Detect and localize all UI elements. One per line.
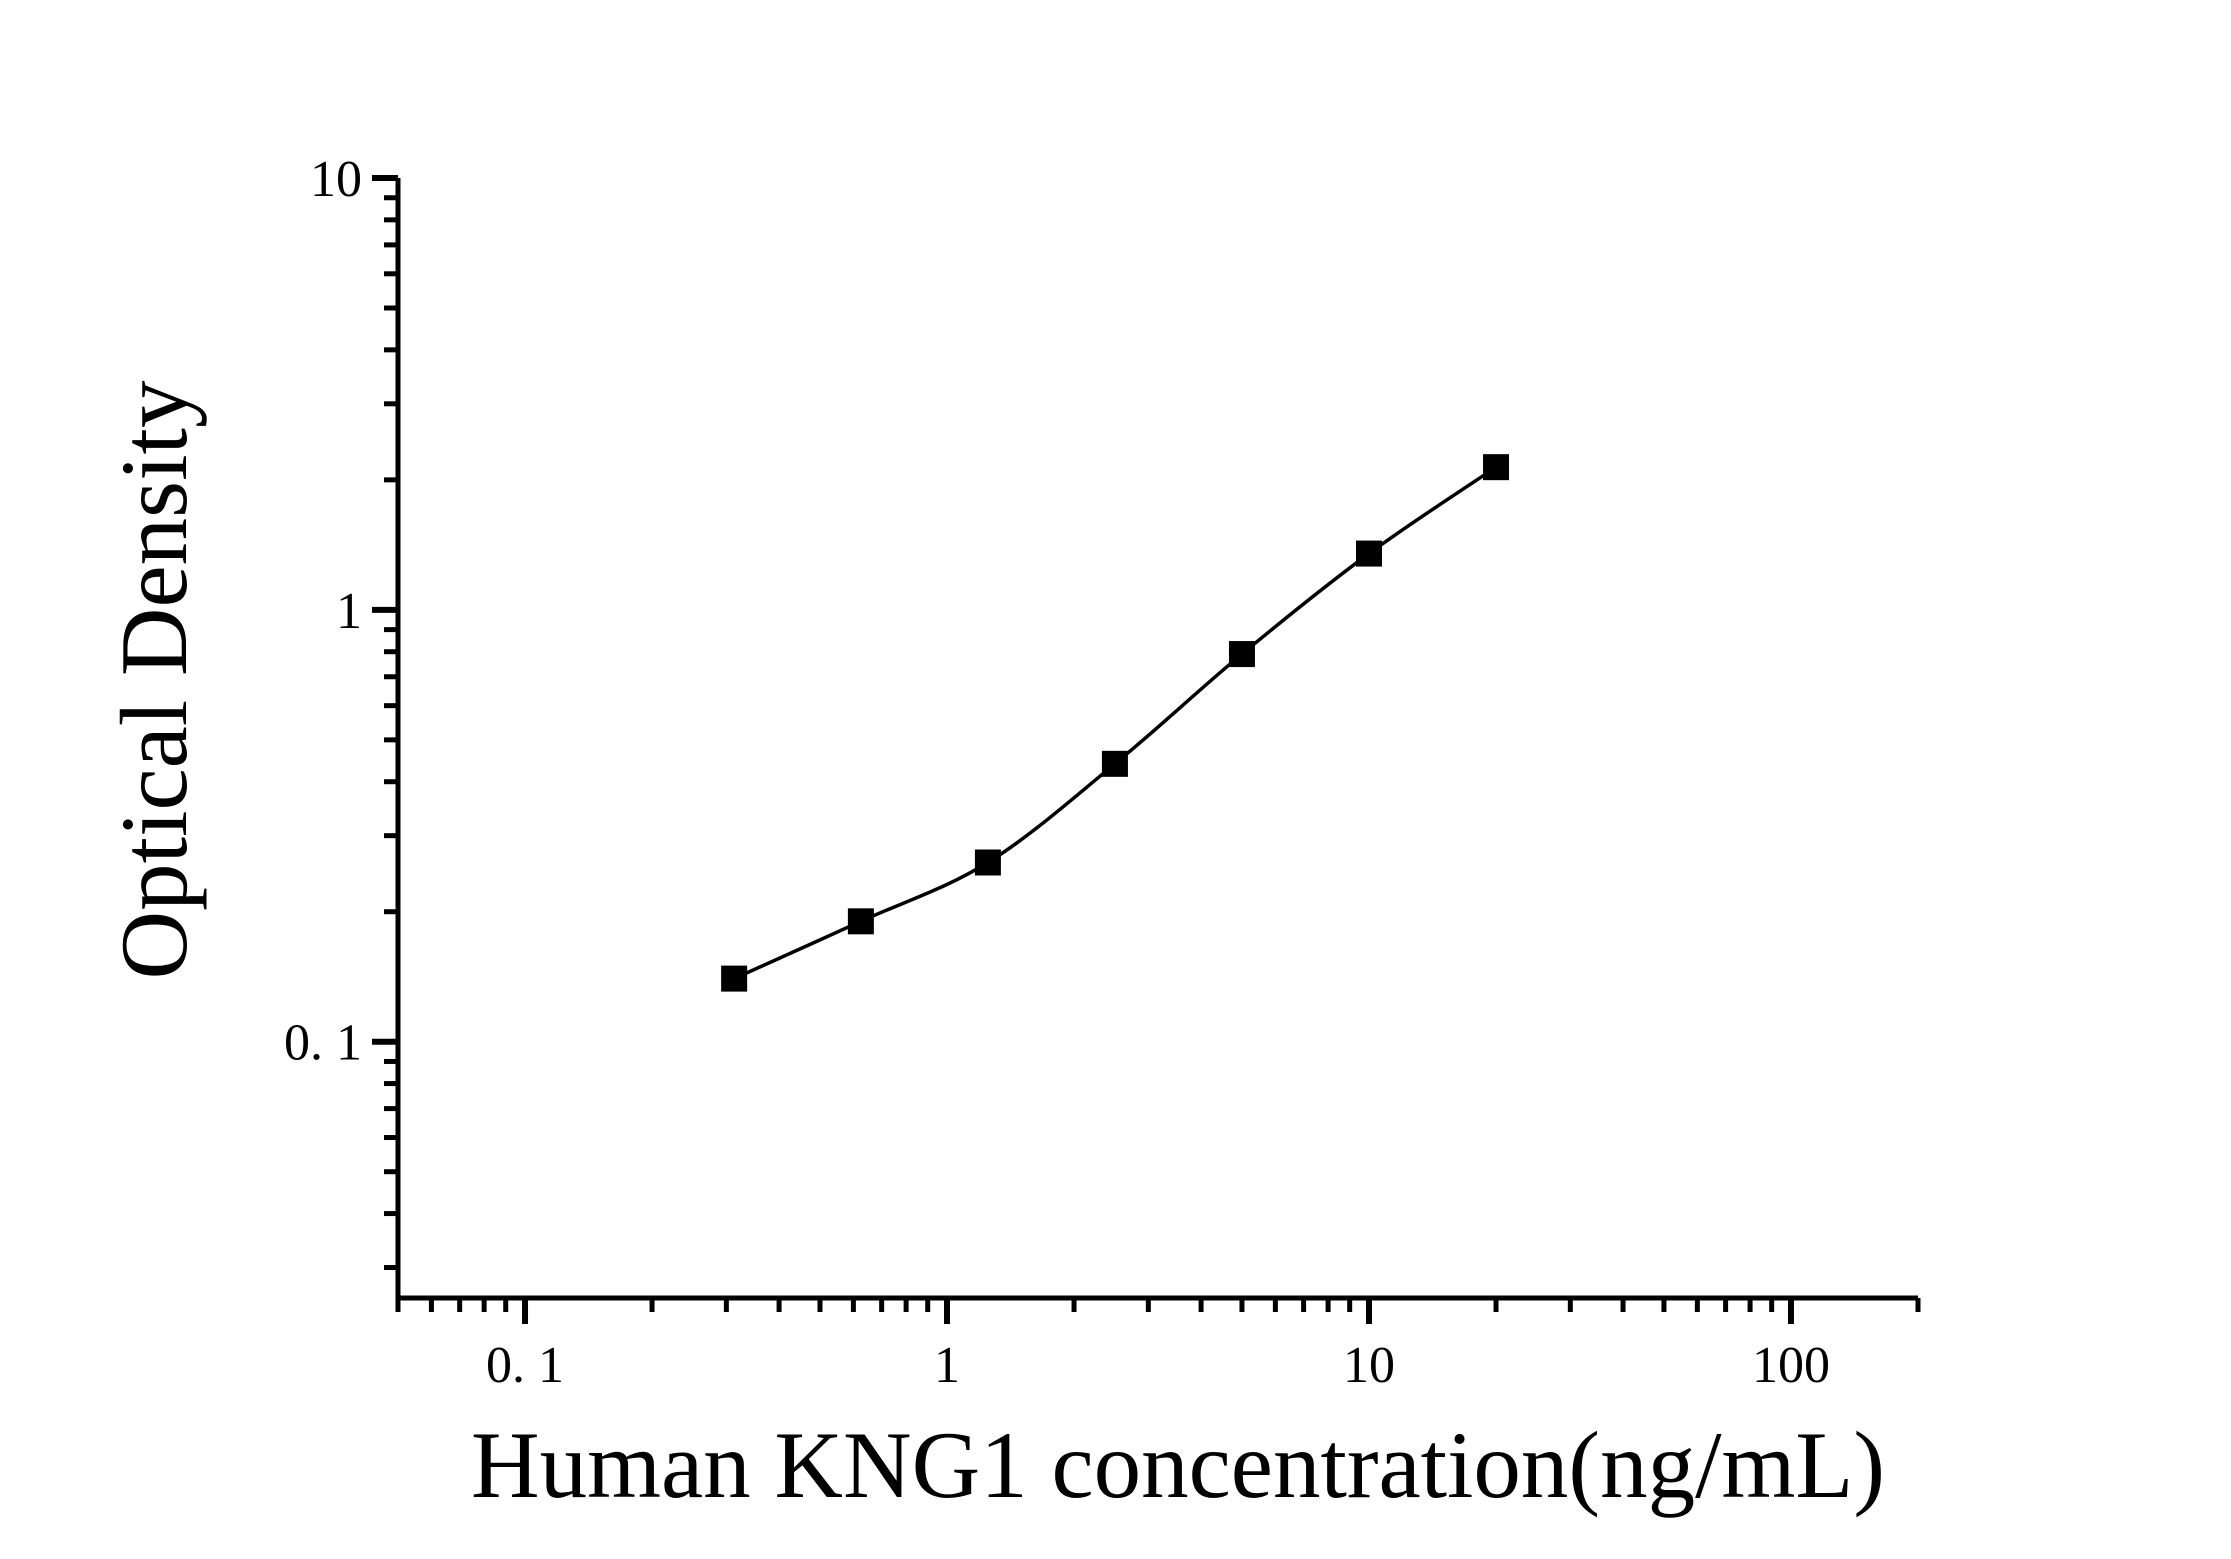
x-tick-label: 1 xyxy=(934,1337,960,1394)
data-point-marker xyxy=(1101,750,1128,777)
x-tick-label: 10 xyxy=(1343,1337,1395,1394)
y-tick-label: 10 xyxy=(310,151,362,208)
tick-labels-layer: 0. 1 1 10 100 10 1 0. 1 xyxy=(284,151,1830,1394)
x-axis-title: Human KNG1 concentration(ng/mL) xyxy=(471,1412,1885,1518)
x-tick-label: 0. 1 xyxy=(486,1337,564,1394)
y-tick-label: 0. 1 xyxy=(284,1015,362,1072)
data-point-marker xyxy=(847,908,874,935)
y-axis-title: Optical Density xyxy=(101,380,207,979)
series-layer xyxy=(721,454,1510,992)
data-point-marker xyxy=(1355,540,1382,567)
data-point-marker xyxy=(721,965,748,992)
axes-layer xyxy=(395,178,1918,1301)
x-tick-label: 100 xyxy=(1752,1337,1830,1394)
data-point-marker xyxy=(974,849,1001,876)
y-tick-label: 1 xyxy=(336,583,362,640)
data-point-marker xyxy=(1483,454,1510,481)
data-point-marker xyxy=(1228,641,1255,668)
axis-spine xyxy=(395,178,1918,1301)
ticks-layer xyxy=(372,175,1921,1324)
